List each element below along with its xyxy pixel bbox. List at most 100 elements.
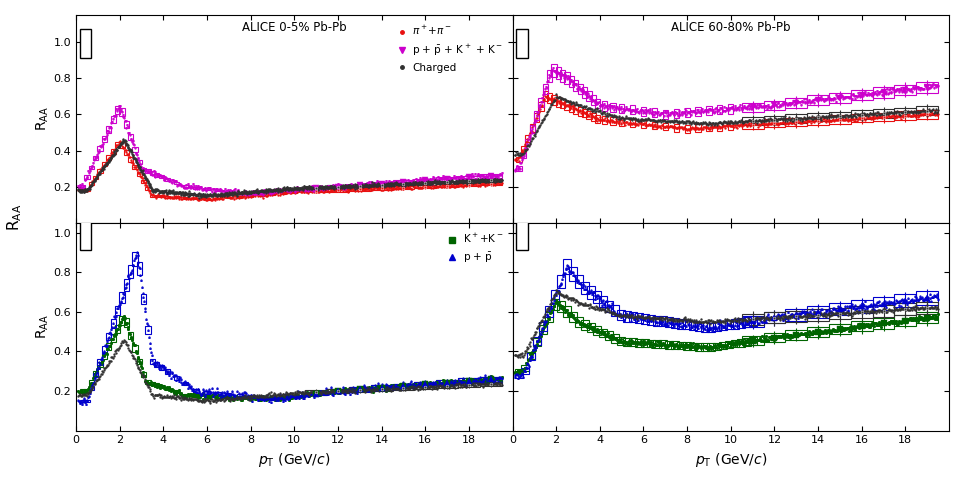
Bar xyxy=(146,187,150,190)
Bar xyxy=(872,113,895,121)
Bar xyxy=(595,115,601,123)
Bar xyxy=(545,306,553,317)
Bar xyxy=(683,342,690,350)
Bar xyxy=(292,191,297,193)
Bar xyxy=(674,109,679,118)
Bar xyxy=(529,125,535,133)
Bar xyxy=(146,169,150,173)
Bar xyxy=(80,30,92,59)
Bar xyxy=(306,187,327,190)
Bar xyxy=(647,315,655,325)
Bar xyxy=(415,185,436,188)
Bar xyxy=(851,321,872,332)
Bar xyxy=(327,389,349,393)
Bar xyxy=(248,395,254,398)
Bar xyxy=(137,172,142,176)
Bar xyxy=(736,339,744,347)
Bar xyxy=(577,84,583,94)
Bar xyxy=(545,312,553,322)
Bar xyxy=(872,305,895,317)
Bar xyxy=(593,326,601,335)
Bar xyxy=(611,305,619,316)
Bar xyxy=(728,122,734,130)
Bar xyxy=(707,124,711,131)
Bar xyxy=(525,139,530,145)
Bar xyxy=(174,376,179,380)
Bar xyxy=(80,219,92,251)
Bar xyxy=(527,352,535,359)
Bar xyxy=(149,195,155,197)
Bar xyxy=(671,341,679,349)
Bar xyxy=(647,340,655,348)
X-axis label: $p_{\rm T}$ (GeV/$c$): $p_{\rm T}$ (GeV/$c$) xyxy=(695,451,767,469)
Bar xyxy=(371,385,392,390)
Bar xyxy=(141,372,147,377)
Bar xyxy=(652,121,657,129)
Bar xyxy=(281,190,286,192)
Bar xyxy=(555,97,561,106)
Bar xyxy=(458,378,480,383)
Bar xyxy=(165,387,171,391)
Bar xyxy=(97,360,103,365)
Bar xyxy=(259,396,264,399)
Bar xyxy=(786,330,807,340)
Bar xyxy=(111,319,116,328)
Bar xyxy=(517,30,528,59)
Bar xyxy=(674,124,679,132)
Bar xyxy=(662,123,668,130)
Bar xyxy=(94,371,98,376)
Bar xyxy=(586,91,592,101)
Bar xyxy=(829,115,851,124)
Bar xyxy=(259,192,264,194)
Bar xyxy=(617,337,625,345)
Bar xyxy=(259,194,264,196)
Bar xyxy=(248,193,254,195)
Bar xyxy=(872,297,895,310)
Bar xyxy=(707,106,711,115)
Bar xyxy=(763,333,786,342)
Bar xyxy=(763,312,786,323)
Bar xyxy=(174,390,179,393)
Bar xyxy=(137,160,142,165)
Bar xyxy=(327,185,349,188)
Bar xyxy=(204,394,209,397)
Bar xyxy=(111,149,116,154)
Bar xyxy=(215,395,221,398)
Bar xyxy=(533,337,541,345)
Bar xyxy=(270,191,275,193)
Bar xyxy=(586,111,592,119)
Bar xyxy=(689,343,697,350)
Bar xyxy=(742,338,751,346)
Bar xyxy=(436,384,458,388)
Bar xyxy=(569,267,576,281)
Bar xyxy=(480,377,501,382)
Bar xyxy=(174,182,179,184)
Bar xyxy=(522,368,529,374)
Bar xyxy=(695,124,701,132)
Bar xyxy=(132,165,138,169)
Bar xyxy=(635,339,643,347)
Bar xyxy=(137,261,142,274)
Bar xyxy=(115,325,120,333)
Bar xyxy=(480,179,501,182)
Bar xyxy=(662,110,668,119)
Bar xyxy=(829,324,851,334)
Bar xyxy=(916,312,938,323)
Bar xyxy=(551,290,559,302)
Bar xyxy=(916,302,938,314)
Bar xyxy=(629,119,635,127)
Bar xyxy=(182,393,188,396)
Bar xyxy=(158,175,164,178)
Bar xyxy=(695,343,703,350)
Bar xyxy=(85,400,90,402)
Bar xyxy=(671,318,679,328)
Bar xyxy=(146,380,150,384)
Bar xyxy=(851,90,872,100)
Bar xyxy=(146,326,150,334)
Bar xyxy=(392,384,415,388)
Bar xyxy=(371,183,392,186)
Bar xyxy=(115,142,120,148)
Bar xyxy=(582,88,587,98)
Bar xyxy=(204,188,209,190)
Bar xyxy=(85,390,90,393)
